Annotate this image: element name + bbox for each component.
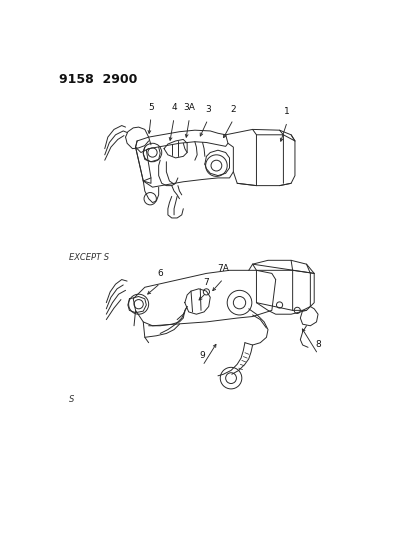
Text: EXCEPT S: EXCEPT S (69, 253, 109, 262)
Text: 1: 1 (284, 107, 290, 116)
Text: 8: 8 (315, 340, 321, 349)
Text: 7: 7 (203, 278, 209, 287)
Text: 7A: 7A (217, 264, 229, 273)
Text: 9158  2900: 9158 2900 (58, 73, 137, 86)
Text: 3: 3 (205, 105, 211, 114)
Text: 5: 5 (148, 103, 154, 112)
Text: 3A: 3A (184, 103, 195, 112)
Text: S: S (69, 395, 75, 404)
Text: 9: 9 (200, 351, 206, 360)
Text: 2: 2 (231, 105, 236, 114)
Text: 4: 4 (171, 103, 177, 112)
Text: 6: 6 (157, 269, 163, 278)
